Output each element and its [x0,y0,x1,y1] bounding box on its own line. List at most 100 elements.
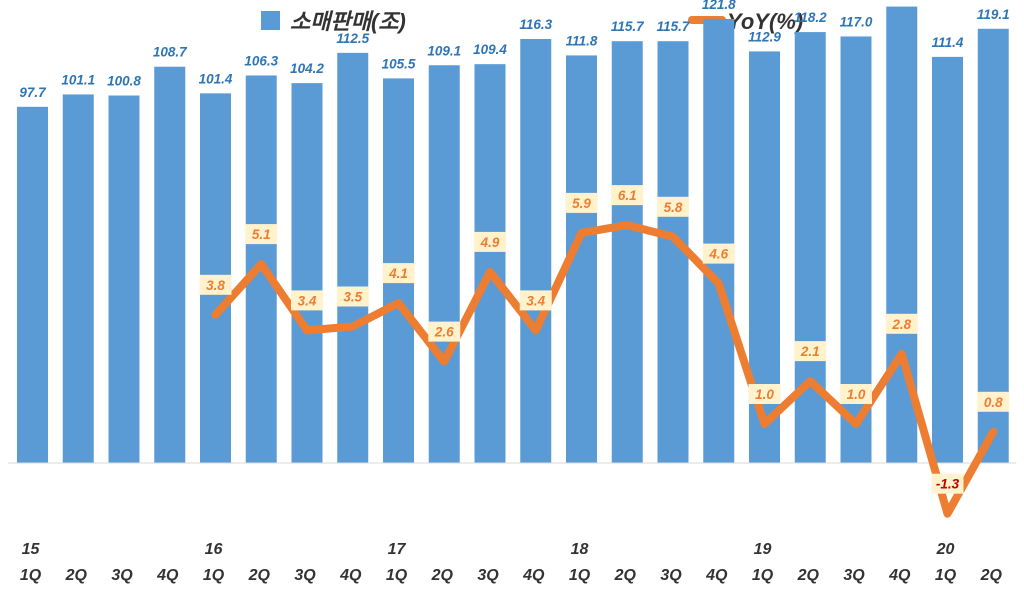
yoy-value-label: 4.9 [480,235,500,250]
yoy-label-box [336,286,369,307]
bar-value-label: 117.0 [840,14,873,29]
bar [611,41,643,463]
yoy-label-box [977,391,1010,412]
bar-value-label: 112.5 [336,31,369,46]
yoy-value-label: 1.0 [755,387,774,402]
bar-value-label: 104.2 [290,61,324,76]
yoy-label-box [748,384,781,404]
yoy-value-label: 5.9 [572,196,591,211]
bar-series [17,6,1009,464]
quarter-label: 2Q [614,567,637,584]
bar-value-label: 109.4 [473,42,507,57]
bar [108,95,140,463]
yoy-label-box [382,263,415,284]
quarter-label: 3Q [111,567,133,584]
year-label: 20 [936,541,955,558]
yoy-value-label: 6.1 [618,188,637,203]
yoy-label-box [565,192,598,213]
bar-value-label: 118.2 [794,10,827,25]
bar-value-label: 101.4 [199,71,233,86]
quarter-label: 1Q [752,567,774,584]
bar-value-label: 101.1 [61,72,95,87]
quarter-label: 1Q [386,567,408,584]
bar-value-label: 116.3 [519,17,552,32]
year-label: 19 [754,541,772,558]
quarter-label: 2Q [431,567,454,584]
year-label: 18 [571,541,589,558]
year-label: 16 [205,541,223,558]
yoy-value-label: 3.8 [206,278,225,293]
yoy-value-label: 4.1 [388,266,408,281]
quarter-label: 2Q [980,567,1003,584]
bar [17,106,48,463]
legend-bar-label: 소매판매(조) [290,9,406,34]
yoy-data-labels: 3.8 5.1 3.4 3.5 4.1 2.6 4.9 3.4 5.9 6.1 5.8 4.6 1.0 2… [199,185,1010,494]
yoy-label-box [428,321,461,342]
yoy-label-box [474,231,506,252]
quarter-label: 4Q [522,567,545,584]
yoy-label-box [199,274,232,295]
year-label: 17 [388,541,407,558]
yoy-line [211,221,998,518]
yoy-value-label: -1.3 [936,477,960,492]
bar-value-label: 111.4 [932,35,964,50]
bar-value-label: 112.9 [748,29,781,44]
yoy-value-label: 4.6 [708,247,728,262]
quarter-label: 3Q [843,567,865,584]
quarter-label: 1Q [935,567,957,584]
bar [932,56,963,464]
yoy-series [211,221,998,518]
bar-value-label: 97.7 [19,85,47,100]
bar-value-label: 106.3 [244,53,278,68]
yoy-value-label: 3.4 [298,293,317,308]
bar-value-label: 109.1 [427,43,461,58]
yoy-value-label: 2.1 [800,344,820,359]
bar-data-labels: 97.7 101.1 100.8 108.7 101.4 106.3 104.2 112.5 1… [19,0,1009,100]
bar [977,28,1009,464]
legend-bar-swatch [261,11,280,30]
yoy-value-label: 3.4 [526,293,545,308]
bar-value-label: 105.5 [382,56,416,71]
quarter-label: 1Q [203,567,225,584]
bar-value-label: 115.7 [611,19,645,34]
yoy-value-label: 2.6 [434,325,454,340]
yoy-value-label: 5.8 [664,200,683,215]
quarter-label: 4Q [888,567,911,584]
quarter-label: 4Q [156,567,179,584]
bar-value-label: 100.8 [107,74,141,89]
yoy-label-box [702,243,735,264]
yoy-label-box [840,384,872,404]
quarter-label: 2Q [65,567,88,584]
yoy-value-label: 0.8 [984,395,1003,410]
quarter-label: 4Q [339,567,362,584]
bar-value-label: 115.7 [657,19,691,34]
bar [703,18,735,463]
quarter-label: 2Q [248,567,271,584]
bar [337,52,369,463]
yoy-label-box [519,290,552,311]
bar [428,65,460,463]
bar [62,94,94,463]
yoy-label-box [794,341,827,362]
yoy-label-box [245,224,278,245]
yoy-value-label: 2.8 [891,317,911,332]
year-label: 15 [22,541,41,558]
yoy-label-box [657,196,689,217]
quarter-label: 1Q [20,567,42,584]
bar [291,83,323,463]
quarter-label: 3Q [660,567,682,584]
quarter-label: 3Q [477,567,499,584]
quarter-label: 4Q [705,567,728,584]
bar-value-label: 108.7 [153,45,188,60]
yoy-value-label: 5.1 [252,227,271,242]
bar-value-label: 119.1 [977,7,1010,22]
quarter-label: 3Q [294,567,316,584]
bar [474,64,506,463]
bar [520,39,552,463]
bar-value-label: 121.8 [702,0,736,12]
quarter-label: 2Q [797,567,820,584]
bar [154,66,186,463]
legend-line-label: YoY(%) [727,9,803,34]
x-axis-labels: 15 1Q 2Q 3Q 4Q 16 1Q 2Q 3Q 4Q 17 1Q 2Q 3Q 4Q 18 1Q 2Q 3Q 4Q… [20,541,1003,584]
yoy-label-box [885,313,918,334]
